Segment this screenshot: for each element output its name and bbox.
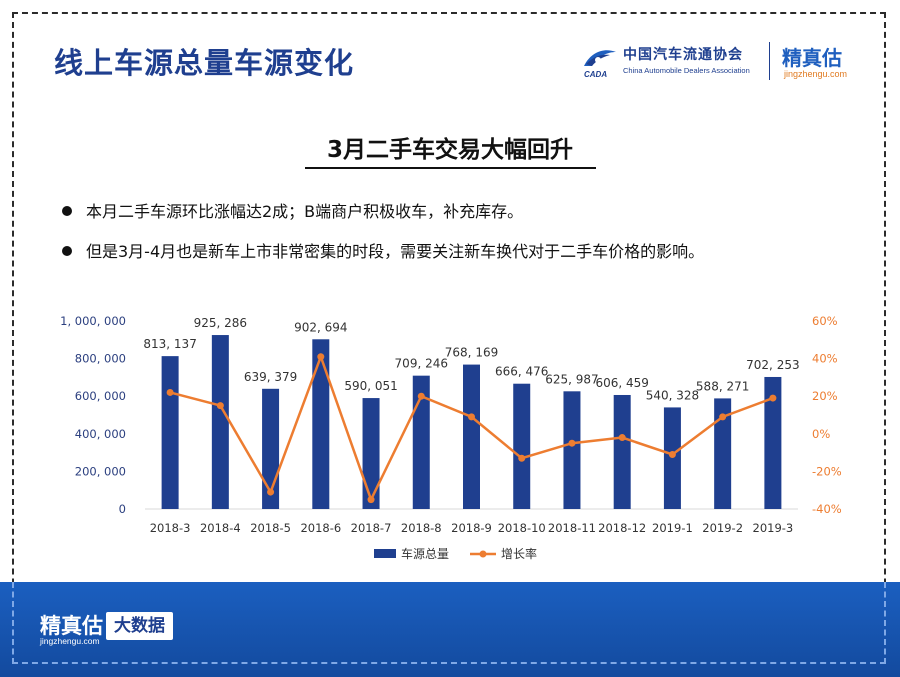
y-left-tick-label: 200, 000 (75, 464, 126, 478)
growth-rate-point (267, 488, 275, 496)
x-tick-label: 2019-2 (702, 521, 743, 535)
x-tick-label: 2018-11 (548, 521, 596, 535)
x-tick-label: 2018-3 (150, 521, 191, 535)
subtitle-underline (305, 167, 596, 169)
x-tick-label: 2019-1 (652, 521, 693, 535)
y-left-tick-label: 800, 000 (75, 352, 126, 366)
legend-line-label: 增长率 (501, 546, 537, 561)
footer-frame-edge (12, 662, 886, 664)
x-tick-label: 2018-5 (250, 521, 291, 535)
growth-rate-point (166, 388, 174, 396)
footer-brand-url: jingzhengu.com (40, 636, 100, 646)
legend-bar-swatch (374, 549, 396, 558)
x-tick-label: 2018-10 (498, 521, 546, 535)
big-data-badge: 大数据 (106, 612, 173, 640)
y-left-tick-label: 1, 000, 000 (60, 314, 126, 328)
x-tick-label: 2018-6 (300, 521, 341, 535)
x-tick-label: 2019-3 (753, 521, 794, 535)
bar (161, 356, 179, 509)
x-tick-label: 2018-7 (351, 521, 392, 535)
y-left-tick-label: 0 (119, 502, 126, 516)
bar-value-label: 606, 459 (595, 376, 648, 390)
growth-rate-point (216, 402, 224, 410)
bar (211, 335, 229, 509)
brand-url: jingzhengu.com (784, 69, 848, 79)
bullet-text: 但是3月-4月也是新车上市非常密集的时段，需要关注新车换代对于二手车价格的影响。 (86, 242, 705, 261)
footer-frame-edge (12, 582, 14, 664)
bullet-item: 本月二手车源环比涨幅达2成；B端商户积极收车，补充库存。 (62, 198, 523, 222)
bar-value-label: 709, 246 (395, 357, 448, 371)
bar (463, 364, 480, 509)
bar (513, 383, 531, 509)
legend-bar-label: 车源总量 (401, 546, 449, 561)
legend-line-marker (479, 550, 487, 558)
bar (563, 391, 581, 509)
growth-rate-point (668, 450, 676, 458)
y-right-tick-label: 60% (812, 314, 838, 328)
combo-chart: 0 200, 000 400, 000 600, 000 800, 000 1, 000,… (60, 314, 842, 561)
bar (362, 398, 380, 509)
y-right-tick-label: 40% (812, 352, 838, 366)
brand-name: 精真估 (782, 46, 842, 70)
growth-rate-point (518, 454, 526, 462)
bar-value-label: 768, 169 (445, 346, 498, 360)
bar-value-label: 902, 694 (294, 320, 347, 334)
cada-logo-icon: CADA (584, 50, 616, 79)
y-right-tick-label: -20% (812, 464, 842, 478)
growth-rate-point (367, 496, 375, 504)
growth-rate-point (317, 353, 325, 361)
bar (764, 376, 782, 509)
footer-frame-edge (884, 582, 886, 664)
bullet-dot-icon (62, 245, 72, 256)
y-right-tick-label: -40% (812, 502, 842, 516)
growth-rate-point (468, 413, 475, 421)
growth-rate-point (769, 394, 777, 402)
bar (714, 398, 732, 509)
org-name-cn: 中国汽车流通协会 (623, 47, 743, 63)
bar (312, 339, 330, 509)
page-title: 线上车源总量车源变化 (54, 46, 355, 80)
y-left-tick-label: 600, 000 (75, 389, 126, 403)
x-tick-label: 2018-4 (200, 521, 241, 535)
growth-rate-point (618, 434, 626, 442)
bar-value-label: 590, 051 (344, 379, 397, 393)
growth-rate-point (719, 413, 727, 421)
footer-brand-name: 精真估 (40, 614, 103, 638)
y-left-tick-label: 400, 000 (75, 427, 126, 441)
bar-value-label: 666, 476 (495, 365, 548, 379)
x-tick-label: 2018-9 (451, 521, 492, 535)
cada-logo-text: CADA (584, 70, 607, 79)
bar (663, 407, 681, 509)
bar-value-label: 588, 271 (696, 379, 749, 393)
x-tick-label: 2018-8 (401, 521, 442, 535)
logo-divider (769, 42, 770, 80)
subtitle: 3月二手车交易大幅回升 (326, 137, 573, 163)
x-tick-label: 2018-12 (598, 521, 646, 535)
bar-value-label: 540, 328 (646, 388, 699, 402)
growth-rate-point (417, 392, 425, 400)
bar-value-label: 625, 987 (545, 372, 598, 386)
bar-value-label: 925, 286 (194, 316, 247, 330)
growth-rate-point (568, 439, 576, 447)
bar-value-label: 813, 137 (143, 337, 196, 351)
bullet-item: 但是3月-4月也是新车上市非常密集的时段，需要关注新车换代对于二手车价格的影响。 (62, 238, 704, 262)
bullet-text: 本月二手车源环比涨幅达2成；B端商户积极收车，补充库存。 (86, 202, 524, 221)
y-right-tick-label: 20% (812, 389, 838, 403)
bar-value-label: 702, 253 (746, 358, 799, 372)
bar-value-label: 639, 379 (244, 370, 297, 384)
y-right-tick-label: 0% (812, 427, 830, 441)
bar (613, 394, 631, 509)
bar (412, 375, 430, 509)
bullet-dot-icon (62, 205, 72, 216)
org-name-en: China Automobile Dealers Association (623, 66, 750, 75)
